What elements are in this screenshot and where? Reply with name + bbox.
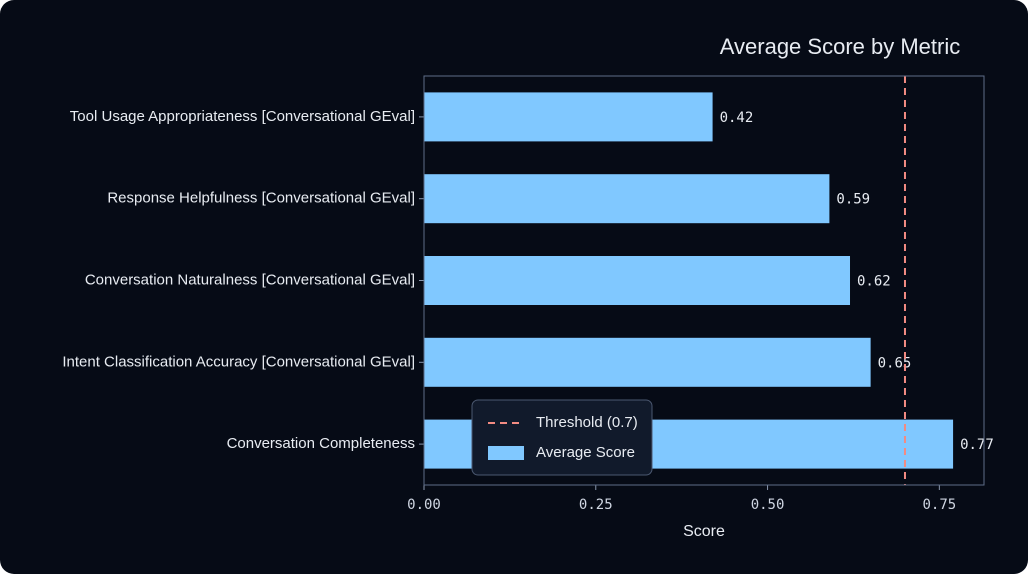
legend-label: Threshold (0.7) bbox=[536, 414, 638, 431]
bar bbox=[424, 92, 713, 142]
legend-box bbox=[471, 399, 653, 476]
y-tick-label: Conversation Naturalness [Conversational… bbox=[85, 271, 415, 288]
value-label: 0.59 bbox=[836, 192, 870, 208]
y-tick-label: Response Helpfulness [Conversational GEv… bbox=[107, 190, 415, 207]
y-tick-label: Conversation Completeness bbox=[227, 435, 415, 452]
x-tick-label: 0.25 bbox=[579, 497, 613, 513]
plot-frame bbox=[423, 75, 985, 486]
x-tick-label: 0.75 bbox=[922, 497, 956, 513]
x-tick-label: 0.00 bbox=[407, 497, 441, 513]
value-label: 0.42 bbox=[720, 110, 754, 126]
y-tick-label: Intent Classification Accuracy [Conversa… bbox=[62, 353, 415, 370]
legend-swatch bbox=[488, 446, 524, 460]
legend-label: Average Score bbox=[536, 444, 635, 461]
bar bbox=[424, 337, 871, 387]
chart-title: Average Score by Metric bbox=[720, 34, 960, 59]
y-tick-label: Tool Usage Appropriateness [Conversation… bbox=[70, 108, 415, 125]
x-tick-label: 0.50 bbox=[751, 497, 785, 513]
value-label: 0.77 bbox=[960, 437, 994, 453]
value-label: 0.65 bbox=[878, 355, 912, 371]
x-axis-label: Score bbox=[683, 523, 725, 540]
bar bbox=[424, 174, 830, 224]
bar bbox=[424, 256, 851, 305]
value-label: 0.62 bbox=[857, 274, 891, 290]
legend: Threshold (0.7) Average Score bbox=[471, 399, 653, 476]
